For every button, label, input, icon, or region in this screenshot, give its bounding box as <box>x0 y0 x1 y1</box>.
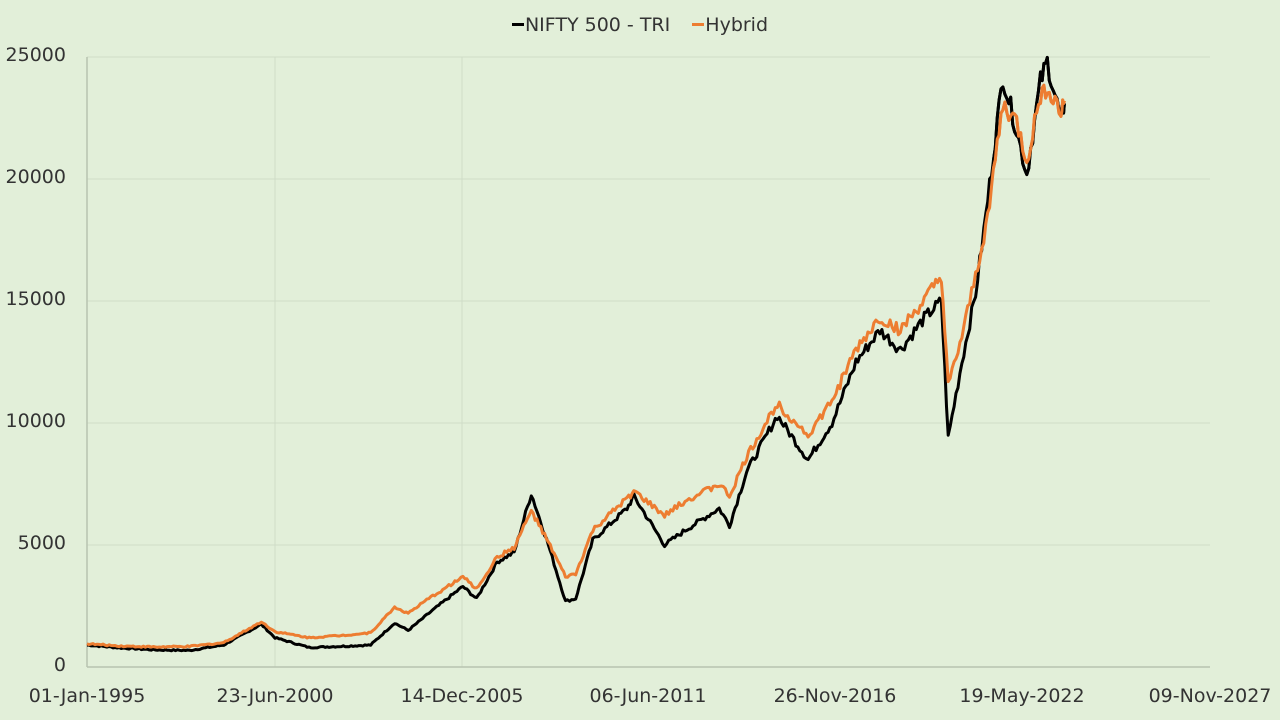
y-tick-label: 15000 <box>5 288 66 310</box>
x-tick-label: 19-May-2022 <box>959 685 1085 707</box>
legend-label-nifty500: NIFTY 500 - TRI <box>524 13 671 36</box>
x-tick-label: 01-Jan-1995 <box>28 685 146 707</box>
hybrid-line <box>86 83 1066 649</box>
legend-label-hybrid: Hybrid <box>705 13 769 36</box>
data-series <box>86 55 1066 653</box>
legend-swatch-nifty500 <box>511 23 524 26</box>
y-tick-label: 25000 <box>5 44 66 66</box>
hybrid-line-overlay <box>991 83 1066 169</box>
legend-swatch-hybrid <box>692 23 705 26</box>
y-tick-label: 20000 <box>5 166 66 188</box>
chart-legend: NIFTY 500 - TRI Hybrid <box>0 9 1280 36</box>
legend-item-hybrid: Hybrid <box>692 14 768 36</box>
x-tick-label: 14-Dec-2005 <box>400 685 524 707</box>
x-tick-label: 23-Jun-2000 <box>216 685 334 707</box>
nifty500-tri-line <box>87 55 1066 653</box>
x-tick-label: 06-Jun-2011 <box>589 685 707 707</box>
y-tick-label: 10000 <box>5 410 66 432</box>
y-tick-label: 5000 <box>17 532 66 554</box>
axis-lines <box>86 57 1210 668</box>
x-tick-label: 09-Nov-2027 <box>1148 685 1272 707</box>
legend-item-nifty500: NIFTY 500 - TRI <box>511 13 671 36</box>
x-tick-label: 26-Nov-2016 <box>773 685 897 707</box>
gridlines <box>87 56 1210 667</box>
y-tick-label: 0 <box>53 654 66 676</box>
